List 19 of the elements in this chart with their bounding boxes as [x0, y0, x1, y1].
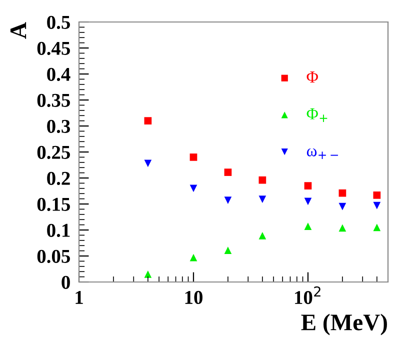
legend-label: Φ: [306, 72, 318, 82]
y-tick-label: 0.05: [37, 250, 70, 264]
x-tick-label: 10: [185, 290, 202, 304]
y-axis-title: A: [10, 22, 26, 39]
x-axis-title: E (MeV): [301, 314, 387, 336]
y-tick-label: 0.35: [37, 94, 70, 108]
y-tick-label: 0.2: [47, 172, 70, 186]
legend-label: ω$_{+−}$: [306, 148, 338, 159]
x-tick-label: 1: [76, 290, 83, 304]
y-tick-label: 0.5: [47, 16, 70, 30]
y-tick-label: 0.4: [47, 68, 70, 82]
y-tick-label: 0: [62, 276, 70, 289]
y-tick-label: 0.1: [47, 224, 70, 238]
y-tick-label: 0.25: [37, 146, 70, 160]
x-tick-label: 10$^{2}$: [295, 286, 320, 304]
legend-label: Φ$_{+}$: [306, 108, 328, 122]
y-tick-label: 0.15: [37, 198, 70, 212]
y-tick-label: 0.45: [37, 42, 70, 56]
y-tick-label: 0.3: [47, 120, 70, 134]
